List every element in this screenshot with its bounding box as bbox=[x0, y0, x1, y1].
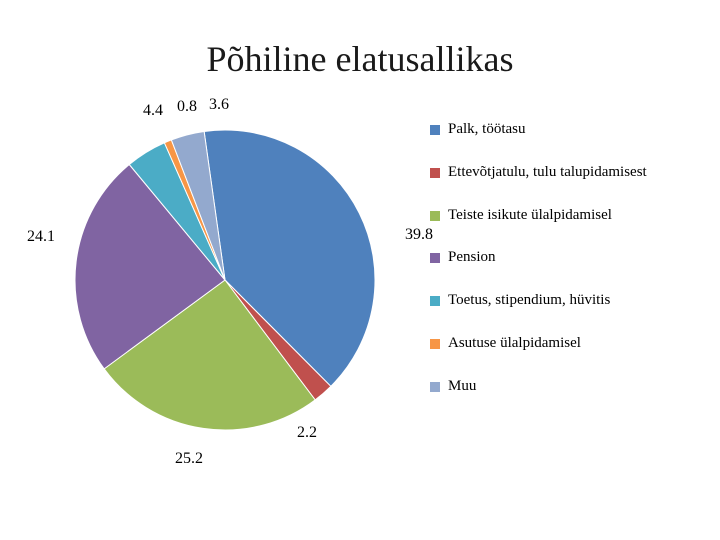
legend-label: Asutuse ülalpidamisel bbox=[448, 334, 710, 353]
legend: Palk, töötasu Ettevõtjatulu, tulu talupid… bbox=[430, 120, 710, 419]
slide: Põhiline elatusallikas 39.82.225.224.14.… bbox=[0, 0, 720, 540]
legend-item: Toetus, stipendium, hüvitis bbox=[430, 291, 710, 310]
pie-svg bbox=[65, 120, 385, 440]
legend-swatch bbox=[430, 211, 440, 221]
legend-label: Ettevõtjatulu, tulu talupidamisest bbox=[448, 163, 710, 182]
legend-item: Palk, töötasu bbox=[430, 120, 710, 139]
legend-swatch bbox=[430, 382, 440, 392]
data-label: 39.8 bbox=[405, 226, 433, 244]
data-label: 4.4 bbox=[143, 102, 163, 120]
data-label: 0.8 bbox=[177, 98, 197, 116]
legend-label: Muu bbox=[448, 377, 710, 396]
legend-label: Toetus, stipendium, hüvitis bbox=[448, 291, 710, 310]
legend-label: Pension bbox=[448, 248, 710, 267]
legend-label: Palk, töötasu bbox=[448, 120, 710, 139]
legend-swatch bbox=[430, 168, 440, 178]
data-label: 25.2 bbox=[175, 450, 203, 468]
data-label: 3.6 bbox=[209, 96, 229, 114]
legend-swatch bbox=[430, 339, 440, 349]
legend-swatch bbox=[430, 125, 440, 135]
data-label: 24.1 bbox=[27, 228, 55, 246]
pie-chart: 39.82.225.224.14.40.83.6 bbox=[65, 120, 385, 440]
legend-label: Teiste isikute ülalpidamisel bbox=[448, 206, 710, 225]
legend-item: Teiste isikute ülalpidamisel bbox=[430, 206, 710, 225]
chart-title: Põhiline elatusallikas bbox=[0, 38, 720, 80]
legend-item: Pension bbox=[430, 248, 710, 267]
legend-swatch bbox=[430, 296, 440, 306]
legend-swatch bbox=[430, 253, 440, 263]
legend-item: Asutuse ülalpidamisel bbox=[430, 334, 710, 353]
data-label: 2.2 bbox=[297, 424, 317, 442]
legend-item: Muu bbox=[430, 377, 710, 396]
legend-item: Ettevõtjatulu, tulu talupidamisest bbox=[430, 163, 710, 182]
